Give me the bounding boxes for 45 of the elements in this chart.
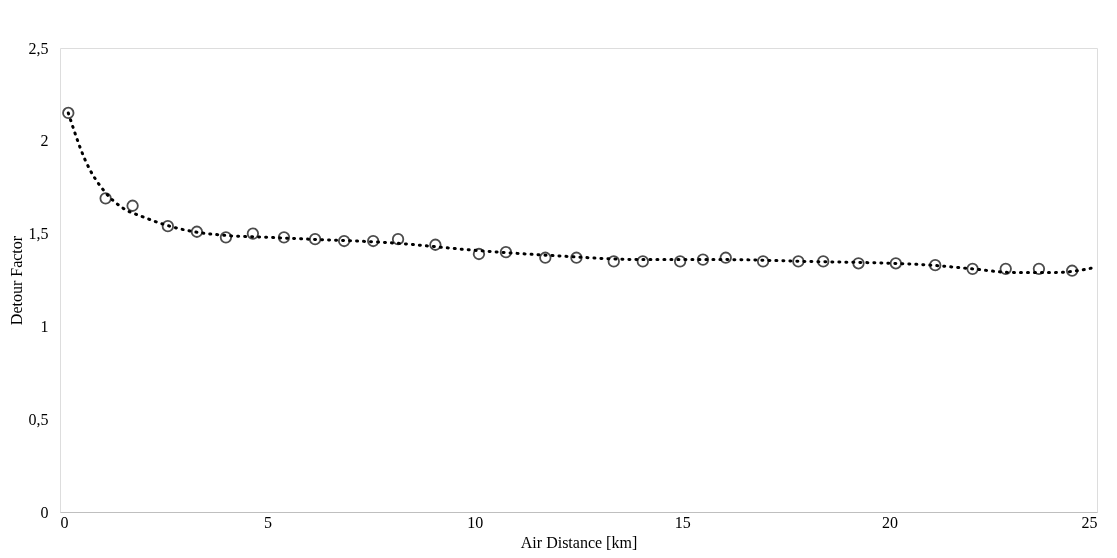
point [337,234,351,248]
point [277,231,291,244]
x-tick-label: 20 [882,513,899,531]
x-axis-title: Air Distance [km] [520,533,638,551]
point [817,255,830,268]
point [792,255,805,268]
y-tick-label: 1 [40,317,49,335]
y-tick-label: 2 [40,132,49,150]
point [889,257,902,270]
point [99,192,112,205]
point [62,106,75,120]
x-tick-label: 25 [1081,513,1098,531]
point [161,220,174,233]
point [126,199,139,212]
point [308,233,322,246]
point [1032,262,1046,275]
point [852,257,865,270]
point [719,251,732,264]
point [929,259,942,272]
point [999,262,1012,275]
point [696,253,710,266]
point [673,255,687,268]
x-tick-label: 15 [674,513,691,531]
point [1065,264,1079,277]
point [607,255,620,268]
point [966,262,979,275]
point [570,251,583,264]
x-tick-label: 10 [467,513,484,531]
x-tick-label: 0 [60,513,69,531]
point [636,255,649,268]
point [190,225,204,238]
y-tick-label: 1,5 [28,225,49,243]
y-tick-label: 0,5 [28,410,49,428]
y-axis-title: Detour Factor [7,235,25,326]
point [219,231,233,244]
point [756,255,770,268]
point [539,251,552,264]
point [472,247,486,261]
point [246,227,260,240]
y-tick-label: 2,5 [28,39,49,57]
point [391,233,405,246]
point [499,246,513,259]
point [429,238,442,251]
x-tick-label: 5 [263,513,272,531]
point [367,234,380,248]
